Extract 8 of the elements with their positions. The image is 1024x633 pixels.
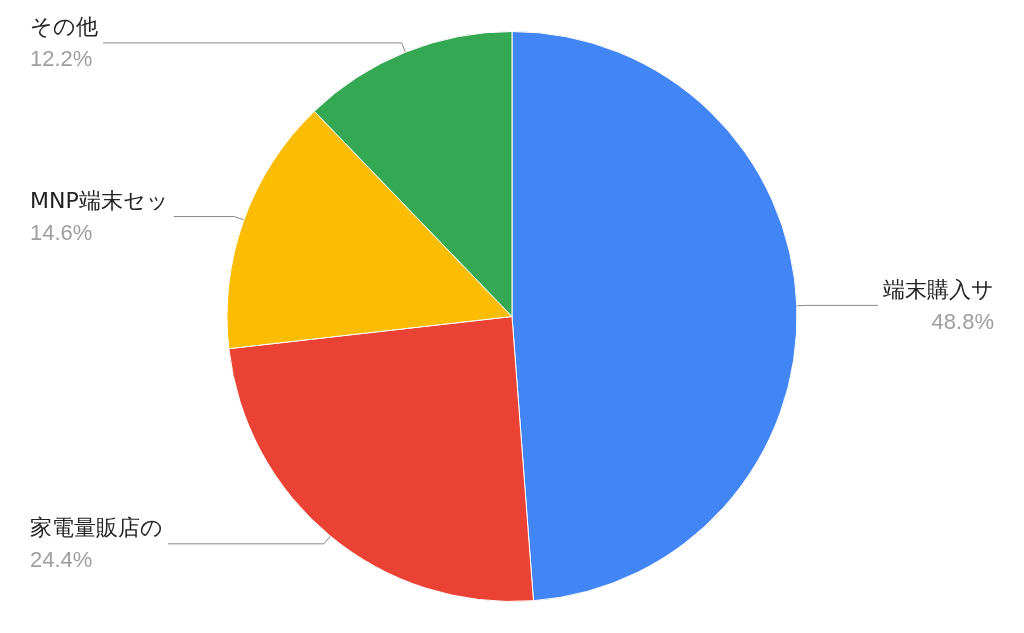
data-label: 12.2%	[30, 46, 93, 72]
slice-label: 家電量販店の	[30, 515, 163, 541]
data-label: 48.8%	[931, 308, 994, 334]
data-label: 24.4%	[30, 547, 93, 573]
slice-label: MNP端末セッ	[30, 188, 169, 214]
slice-label: その他	[30, 14, 98, 40]
data-label: 14.6%	[30, 220, 93, 246]
slice-label: 端末購入サ	[883, 276, 994, 302]
